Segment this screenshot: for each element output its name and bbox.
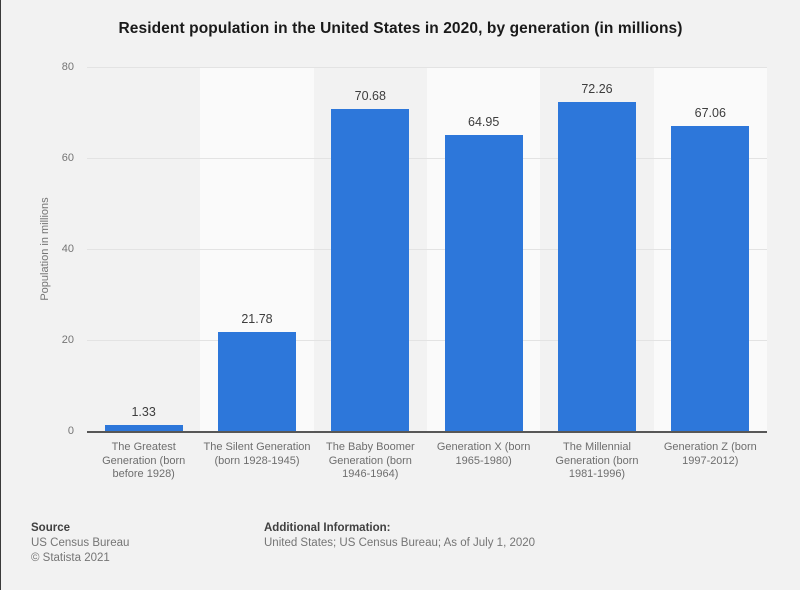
gridline <box>87 340 767 341</box>
gridline <box>87 67 767 68</box>
plot-area: 1.33 21.78 70.68 64.95 72.26 67.06 80 60 40 20 0 <box>62 61 767 437</box>
bar-column: 64.95 <box>426 67 541 431</box>
bar-column: 72.26 <box>540 67 653 431</box>
bar <box>331 109 410 431</box>
x-axis-category-label: Generation Z (born 1997-2012) <box>663 441 757 467</box>
bar-column: 1.33 <box>87 67 200 431</box>
y-tick-label: 60 <box>61 152 74 164</box>
additional-info-label: Additional Information: <box>264 522 391 534</box>
chart-title: Resident population in the United States… <box>118 20 683 37</box>
x-axis-category-label: The Baby Boomer Generation (born 1946-19… <box>325 441 415 480</box>
bar-columns: 1.33 21.78 70.68 64.95 72.26 67.06 <box>87 67 767 431</box>
x-axis-category-label: The Millennial Generation (born 1981-199… <box>555 441 639 480</box>
source-block: Source US Census Bureau © Statista 2021 <box>31 521 129 566</box>
additional-info-value: United States; US Census Bureau; As of J… <box>264 537 536 549</box>
x-axis-labels: The Greatest Generation (born before 192… <box>87 441 767 482</box>
bar <box>104 424 183 431</box>
gridline <box>87 158 767 159</box>
source-name: US Census Bureau <box>31 537 130 549</box>
bar-value-label: 70.68 <box>354 89 386 104</box>
bar-value-label: 72.26 <box>581 82 613 97</box>
x-axis-category-label: The Greatest Generation (born before 192… <box>102 441 186 480</box>
x-axis-category-label: The Silent Generation (born 1928-1945) <box>203 441 311 467</box>
bar <box>444 135 523 431</box>
bar-value-label: 21.78 <box>241 311 273 326</box>
additional-info-block: Additional Information: United States; U… <box>264 521 535 551</box>
bar-value-label: 64.95 <box>468 115 500 130</box>
y-tick-label: 80 <box>61 61 74 73</box>
x-axis-category-label: Generation X (born 1965-1980) <box>436 441 531 467</box>
bar-value-label: 67.06 <box>694 105 726 120</box>
bar-column: 70.68 <box>314 67 427 431</box>
bar-column: 67.06 <box>653 67 767 431</box>
bar <box>557 102 637 431</box>
y-axis-title: Population in millions <box>39 197 51 301</box>
y-tick-label: 40 <box>61 243 74 255</box>
gridline <box>87 249 767 250</box>
copyright-notice: © Statista 2021 <box>31 552 110 564</box>
bar <box>671 125 750 431</box>
y-tick-label: 0 <box>67 425 74 437</box>
x-axis-line <box>87 431 767 433</box>
y-tick-label: 20 <box>61 334 74 346</box>
source-label: Source <box>31 522 70 534</box>
bar <box>217 331 297 431</box>
bar-value-label: 1.33 <box>131 404 156 419</box>
